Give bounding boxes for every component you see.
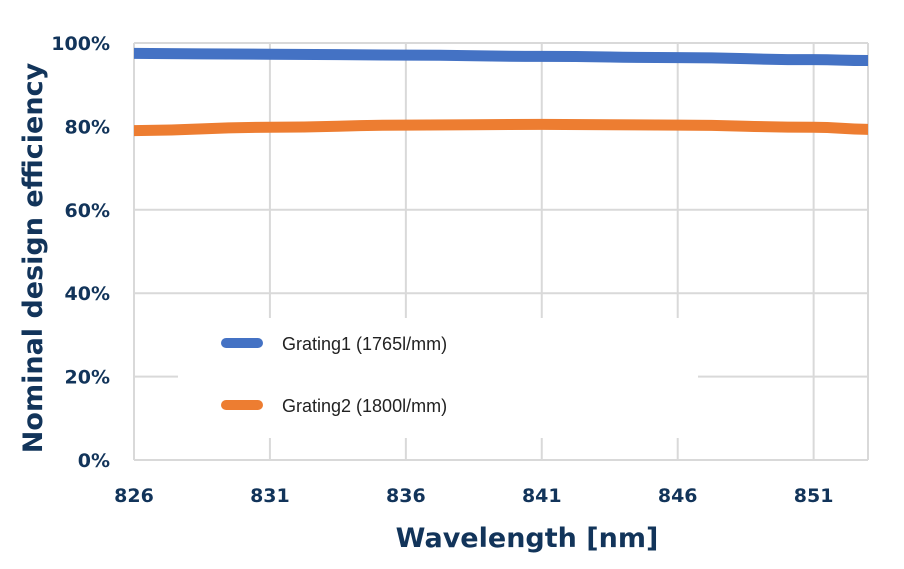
legend: Grating1 (1765l/mm) Grating2 (1800l/mm) (178, 318, 698, 438)
x-tick-label: 841 (522, 485, 562, 507)
y-tick-label: 20% (65, 367, 110, 389)
series-line-1 (133, 47, 869, 67)
series-line-2 (133, 118, 869, 137)
y-tick-labels: 0% 20% 40% 60% 80% 100% (51, 33, 110, 472)
x-tick-label: 851 (794, 485, 834, 507)
legend-label-grating1: Grating1 (1765l/mm) (282, 334, 447, 354)
x-tick-label: 826 (114, 485, 154, 507)
y-tick-label: 0% (78, 450, 110, 472)
legend-label-grating2: Grating2 (1800l/mm) (282, 396, 447, 416)
x-tick-label: 831 (250, 485, 290, 507)
x-tick-label: 846 (658, 485, 698, 507)
legend-background (178, 318, 698, 438)
y-axis-title: Nominal design efficiency (18, 62, 49, 453)
x-tick-label: 836 (386, 485, 426, 507)
y-tick-label: 100% (51, 33, 110, 55)
y-tick-label: 40% (65, 283, 110, 305)
x-tick-labels: 826 831 836 841 846 851 (114, 485, 833, 507)
series-lines (133, 47, 869, 137)
x-axis-title: Wavelength [nm] (396, 523, 659, 554)
y-tick-label: 80% (65, 116, 110, 138)
y-tick-label: 60% (65, 200, 110, 222)
